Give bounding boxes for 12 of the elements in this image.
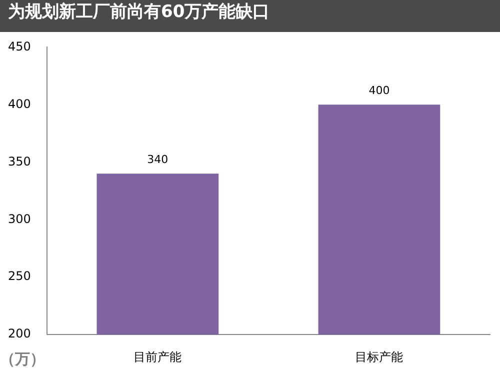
y-axis-title: （万） <box>0 350 45 368</box>
chart-title: 为规划新工厂前尚有60万产能缺口 <box>0 0 500 32</box>
x-tick-label: 目标产能 <box>355 350 404 364</box>
y-tick-label: 250 <box>8 269 31 284</box>
data-label: 340 <box>147 153 168 166</box>
y-tick-label: 400 <box>8 96 31 111</box>
y-tick-label: 350 <box>8 154 31 168</box>
y-tick-label: 200 <box>8 326 31 341</box>
x-tick-label: 目前产能 <box>134 350 182 364</box>
y-tick-label: 300 <box>8 212 31 226</box>
data-label: 400 <box>368 84 390 98</box>
y-tick-label: 450 <box>8 39 31 54</box>
